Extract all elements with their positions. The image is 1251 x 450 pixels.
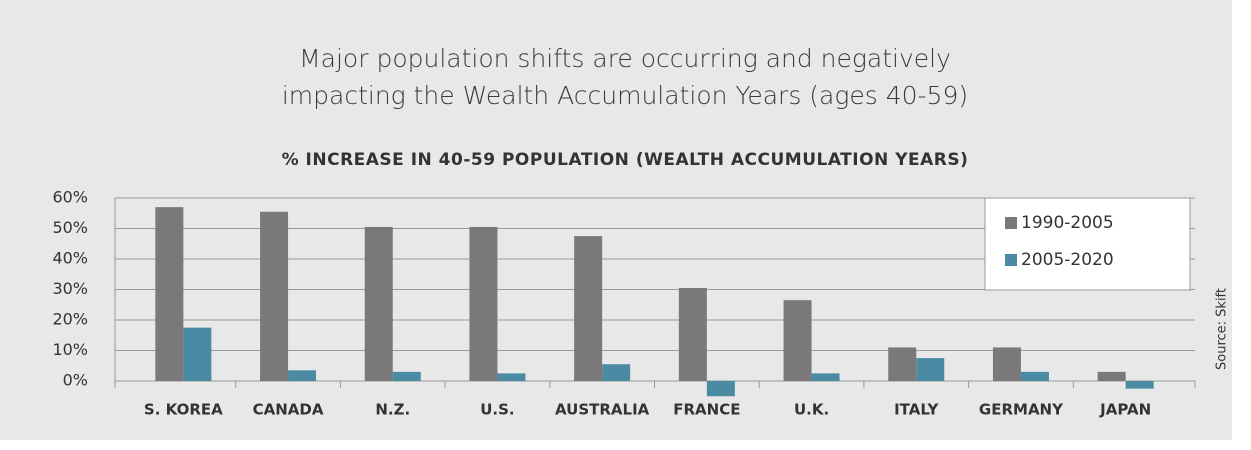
legend-label: 2005-2020 — [1021, 250, 1114, 270]
y-tick-label: 20% — [52, 310, 88, 329]
y-tick-label: 60% — [52, 188, 88, 207]
legend-box — [984, 197, 1191, 291]
bar — [392, 371, 421, 381]
x-tick-label: U.S. — [480, 401, 514, 419]
x-tick-label: JAPAN — [1099, 401, 1151, 419]
bar — [1125, 381, 1154, 389]
bar — [678, 287, 707, 381]
chart-title: impacting the Wealth Accumulation Years … — [282, 81, 968, 110]
legend-swatch — [1005, 254, 1017, 266]
x-tick-label: S. KOREA — [144, 401, 223, 419]
y-tick-label: 10% — [52, 340, 88, 359]
bar — [1020, 371, 1049, 381]
chart-subtitle: % INCREASE IN 40-59 POPULATION (WEALTH A… — [282, 150, 969, 170]
bar — [888, 347, 917, 381]
bar — [364, 226, 393, 381]
bar — [811, 373, 840, 381]
bar — [706, 381, 735, 397]
legend-label: 1990-2005 — [1021, 213, 1114, 233]
bar — [469, 226, 498, 381]
bar — [260, 211, 289, 381]
x-tick-label: U.K. — [794, 401, 829, 419]
bar — [497, 373, 526, 381]
y-tick-label: 50% — [52, 218, 88, 237]
source: Source: Skift — [1215, 288, 1230, 370]
chart-title: Major population shifts are occurring an… — [299, 44, 951, 73]
y-tick-label: 40% — [52, 249, 88, 268]
legend-swatch — [1005, 217, 1017, 229]
bar — [155, 207, 184, 381]
bar — [288, 370, 317, 381]
x-tick-label: AUSTRALIA — [555, 401, 650, 419]
bar — [602, 364, 631, 381]
y-tick-label: 0% — [63, 371, 88, 390]
y-tick-label: 30% — [52, 279, 88, 298]
x-tick-label: N.Z. — [375, 401, 410, 419]
bar — [992, 347, 1021, 381]
x-tick-label: FRANCE — [673, 401, 740, 419]
bar — [1097, 371, 1126, 381]
bar — [783, 300, 812, 381]
bar — [183, 327, 212, 381]
bar — [916, 358, 945, 381]
bar — [574, 236, 603, 381]
x-tick-label: ITALY — [894, 401, 939, 419]
x-tick-label: CANADA — [253, 401, 324, 419]
x-tick-label: GERMANY — [979, 401, 1064, 419]
